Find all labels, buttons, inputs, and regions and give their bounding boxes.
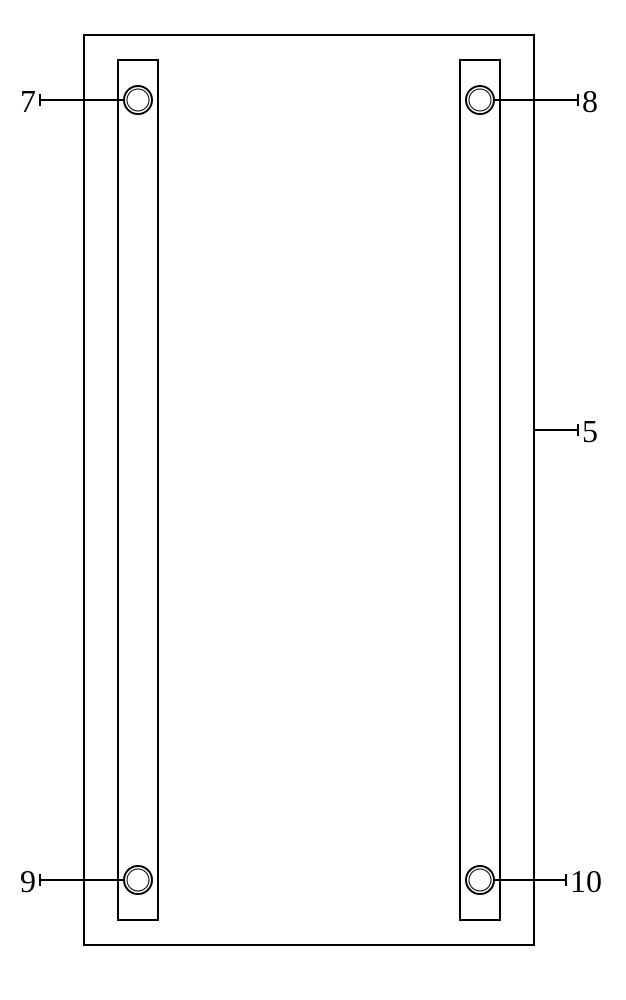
callout-label-9: 9 [20, 865, 36, 897]
callout-label-10: 10 [570, 865, 602, 897]
hole-top-right-outer [466, 86, 494, 114]
hole-bottom-right-inner [469, 869, 491, 891]
diagram-stage: 7 8 5 9 10 [0, 0, 626, 1000]
callout-label-5: 5 [582, 415, 598, 447]
slot-right [460, 60, 500, 920]
callout-label-7: 7 [20, 85, 36, 117]
outer-rect [84, 35, 534, 945]
hole-top-right-inner [469, 89, 491, 111]
hole-bottom-right-outer [466, 866, 494, 894]
hole-top-left-inner [127, 89, 149, 111]
slot-left [118, 60, 158, 920]
diagram-svg [0, 0, 626, 1000]
hole-bottom-left-outer [124, 866, 152, 894]
callout-label-8: 8 [582, 85, 598, 117]
hole-top-left-outer [124, 86, 152, 114]
hole-bottom-left-inner [127, 869, 149, 891]
